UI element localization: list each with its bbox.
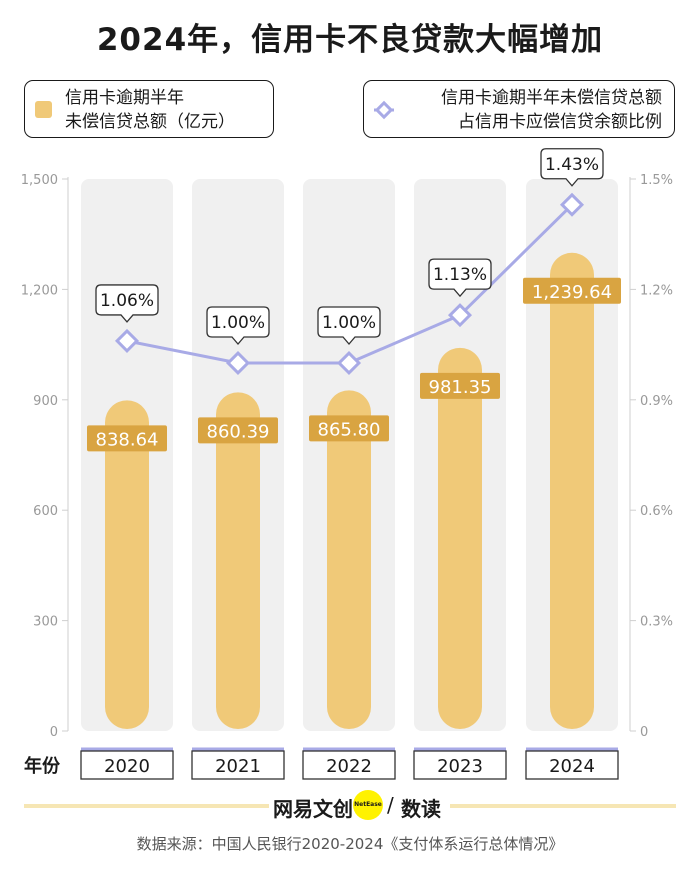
line-value-label: 1.00% [322,313,376,333]
chart-canvas: 0 300 600 900 1,200 1,500 0 0.3% 0.6% 0.9% 1.2% 1.5… [21,148,673,780]
legend-bar: 信用卡逾期半年 未偿信贷总额（亿元） [24,80,274,138]
y-right-tick-label: 0.6% [640,504,673,519]
bar-label-bg [309,415,389,442]
legend-line-line2: 占信用卡应偿信贷余额比例 [458,112,662,132]
legend-bar-text: 信用卡逾期半年 未偿信贷总额（亿元） [65,86,235,134]
bar-label-bg [523,277,621,304]
brand-line-right [450,804,676,808]
brand-sub: 数读 [401,797,441,821]
line-point [447,303,473,328]
x-tick-label: 2020 [104,756,150,777]
x-category-box [525,750,619,780]
bar [438,347,482,729]
y-left-tick-label: 900 [33,394,58,409]
legend-line-text: 信用卡逾期半年未偿信贷总额 占信用卡应偿信贷余额比例 [441,86,662,134]
y-left-tick-label: 1,500 [21,173,58,188]
y-right-tick-label: 0.3% [640,615,673,630]
line-callout-box [428,258,492,298]
x-tick-label: 2021 [215,756,261,777]
bar [327,390,371,729]
diamond-swatch [374,100,394,120]
brand-slash: / [387,793,394,817]
x-tick-label: 2024 [549,756,595,777]
line-point [336,350,362,376]
bar-value-label: 838.64 [96,429,159,450]
bar-label-bg [420,372,500,399]
line-callout-box [317,306,381,345]
bar-value-label: 1,239.64 [532,282,612,303]
bar-value-label: 865.80 [318,419,381,440]
line-point [559,192,585,217]
y-left-tick-label: 600 [33,504,58,519]
brand-name: 网易文创 [273,797,353,821]
line-value-label: 1.13% [433,265,487,285]
chart-title: 2024年，信用卡不良贷款大幅增加 [96,22,604,58]
x-category-box [413,750,507,780]
y-right-tick-label: 0.9% [640,394,673,409]
y-left-tick-label: 0 [50,725,58,740]
line-point [225,350,251,376]
x-axis-title: 年份 [24,755,61,777]
line-point [114,328,140,353]
line-callout-box [206,306,270,345]
bar-value-label: 981.35 [429,377,492,398]
bar-value-label: 860.39 [207,421,270,442]
line-value-label: 1.00% [211,313,265,333]
line-value-label: 1.06% [100,291,154,311]
x-category-box [80,750,174,780]
data-source: 数据来源：中国人民银行2020-2024《支付体系运行总体情况》 [136,835,564,853]
x-category-box [302,750,396,780]
y-left-tick-label: 1,200 [21,283,58,298]
legend-line-line1: 信用卡逾期半年未偿信贷总额 [441,88,662,108]
line-callout-box [95,284,159,323]
brand-circle: NetEase [353,790,383,820]
line-value-label: 1.43% [545,155,599,175]
bar [216,392,260,729]
x-tick-label: 2022 [326,756,372,777]
y-right-tick-label: 1.2% [640,283,673,298]
legend-bar-line1: 信用卡逾期半年 [65,88,184,108]
bar [550,252,594,729]
y-right-tick-label: 0 [640,725,648,740]
bar [105,400,149,729]
x-tick-label: 2023 [437,756,483,777]
legend-line: 信用卡逾期半年未偿信贷总额 占信用卡应偿信贷余额比例 [363,80,675,138]
brand-line-left [24,804,274,808]
legend-bar-line2: 未偿信贷总额（亿元） [65,112,235,132]
line-callout-box [540,148,604,187]
y-left-tick-label: 300 [33,615,58,630]
y-right-tick-label: 1.5% [640,173,673,188]
bar-swatch [35,101,52,118]
bar-label-bg [198,417,278,444]
x-category-box [191,750,285,780]
bar-label-bg [87,425,167,452]
brand-logo: 网易文创 NetEase / 数读 [269,790,449,821]
